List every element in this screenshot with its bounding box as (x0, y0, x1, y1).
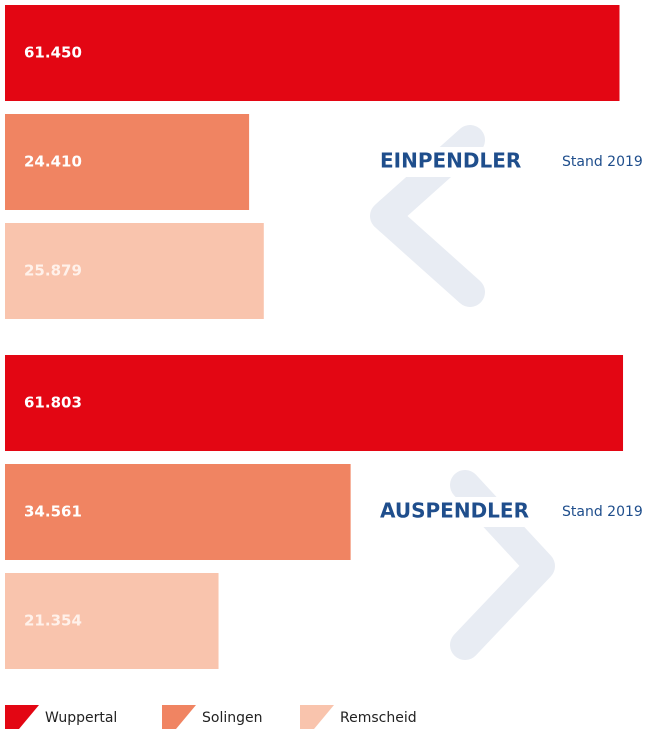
bar (5, 223, 264, 319)
bar (5, 114, 250, 210)
value-label: 61.450 (24, 44, 82, 62)
legend-swatch (300, 705, 334, 729)
value-label: 25.879 (24, 262, 82, 280)
legend-label: Solingen (202, 710, 262, 726)
value-label: 21.354 (24, 612, 82, 630)
value-label: 24.410 (24, 153, 82, 171)
legend-swatch (162, 705, 196, 729)
value-label: 61.803 (24, 394, 82, 412)
legend-label: Remscheid (340, 710, 417, 726)
subtitle: Stand 2019 (562, 504, 643, 520)
title-pill (372, 147, 532, 177)
legend-swatch (5, 705, 39, 729)
bar (5, 464, 351, 560)
group-title: AUSPENDLER (380, 499, 529, 523)
group-title: EINPENDLER (380, 149, 521, 173)
value-label: 34.561 (24, 503, 82, 521)
bar (5, 355, 624, 451)
legend-label: Wuppertal (45, 710, 117, 726)
bar (5, 573, 219, 669)
bar (5, 5, 620, 101)
subtitle: Stand 2019 (562, 154, 643, 170)
title-pill (372, 497, 539, 527)
